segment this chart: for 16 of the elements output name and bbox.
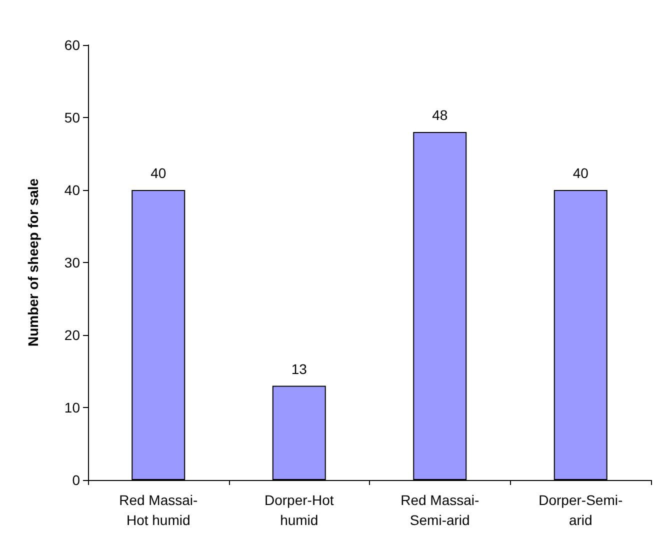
data-label: 48	[432, 107, 448, 123]
y-tick-label: 30	[64, 254, 80, 270]
data-label: 13	[291, 360, 308, 377]
data-label: 40	[150, 165, 166, 181]
x-tick-label: Red Massai-Hot humid	[119, 492, 198, 528]
data-label: 40	[572, 165, 589, 181]
x-tick-label: Dorper-Hot humid	[264, 492, 334, 528]
x-tick-label: Dorper-Semi-arid	[538, 492, 623, 528]
y-tick-label: 20	[64, 327, 80, 343]
y-axis-title: Number of sheep for sale	[25, 178, 41, 347]
y-tick-label: 0	[72, 472, 80, 488]
y-tick-label: 50	[64, 110, 80, 126]
x-tick-label: Red Massai-Semi-arid	[400, 492, 480, 528]
y-tick-label: 40	[64, 182, 80, 198]
y-tick-label: 10	[64, 400, 80, 416]
y-tick-label: 60	[64, 37, 80, 53]
